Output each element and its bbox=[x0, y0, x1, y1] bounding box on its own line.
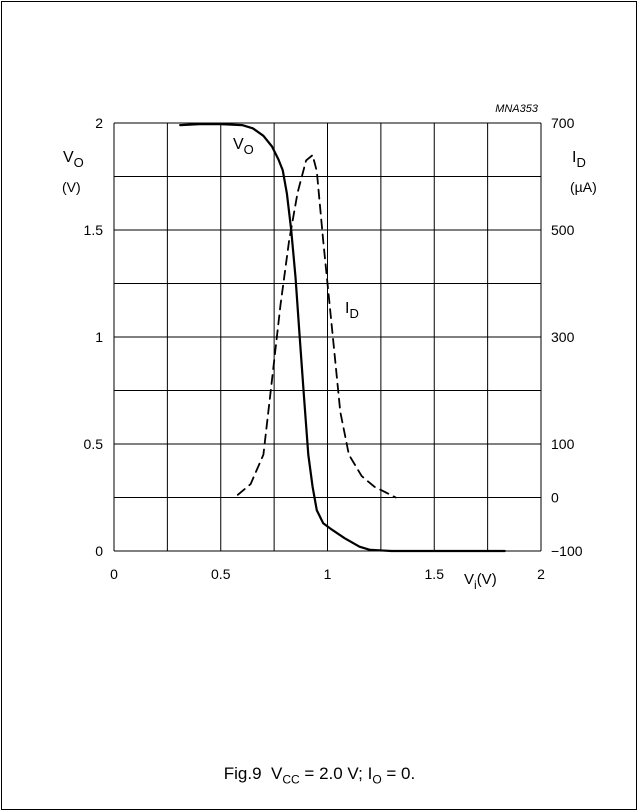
y-right-label-base: I bbox=[572, 149, 576, 166]
y-left-axis-unit: (V) bbox=[62, 179, 81, 195]
y-left-label-sub: O bbox=[74, 155, 84, 170]
y-left-label-base: V bbox=[63, 149, 74, 166]
series-label-vo: VO bbox=[233, 136, 254, 157]
y-left-axis-label: VO bbox=[63, 149, 84, 170]
y-right-tick-label: 700 bbox=[551, 115, 575, 131]
caption-io-rest: = 0. bbox=[381, 764, 416, 783]
x-label-sub: i bbox=[474, 578, 477, 592]
y-right-tick-label: −100 bbox=[551, 543, 583, 559]
x-tick-label: 0 bbox=[110, 566, 118, 582]
y-right-tick-label: 300 bbox=[551, 329, 575, 345]
y-right-axis-unit: (µA) bbox=[570, 179, 597, 195]
x-tick-label: 1 bbox=[324, 566, 332, 582]
caption-io-sub: O bbox=[372, 772, 382, 787]
series-layer bbox=[179, 122, 506, 553]
y-left-tick-label: 0 bbox=[95, 543, 103, 559]
caption-io-base: I bbox=[367, 764, 373, 783]
y-right-axis-label: ID bbox=[572, 149, 586, 170]
x-label-base: V bbox=[464, 571, 474, 588]
y-left-tick-label: 0.5 bbox=[84, 436, 104, 452]
x-tick-label: 0.5 bbox=[211, 566, 231, 582]
id-label-sub: D bbox=[349, 306, 358, 321]
y-right-tick-label: 500 bbox=[551, 222, 575, 238]
grid bbox=[113, 122, 542, 552]
caption-fig: Fig.9 bbox=[223, 764, 262, 783]
vo-label-base: V bbox=[233, 136, 244, 153]
series-label-id: ID bbox=[345, 300, 359, 321]
y-right-tick-label: 100 bbox=[551, 436, 575, 452]
y-left-tick-label: 1 bbox=[95, 329, 103, 345]
y-right-label-sub: D bbox=[576, 155, 585, 170]
caption-vcc-base: V bbox=[271, 764, 283, 783]
x-label-unit: (V) bbox=[477, 571, 497, 588]
y-left-tick-label: 2 bbox=[95, 115, 103, 131]
id-label-base: I bbox=[345, 300, 349, 317]
caption-vcc-sub: CC bbox=[282, 772, 300, 787]
tick-labels: 0 0.5 1 1.5 2 −100 0 100 300 500 700 0 0.5 1 1.5 2 bbox=[84, 115, 583, 582]
x-axis-label: Vi(V) bbox=[464, 571, 497, 592]
y-left-tick-label: 1.5 bbox=[84, 222, 104, 238]
caption-vcc-rest: = 2.0 V; bbox=[299, 764, 368, 783]
vo-label-sub: O bbox=[244, 142, 254, 157]
x-tick-label: 1.5 bbox=[425, 566, 445, 582]
series-vo-line bbox=[179, 122, 506, 553]
series-id-line bbox=[236, 154, 397, 499]
y-right-tick-label: 0 bbox=[551, 490, 559, 506]
figure-caption: Fig.9 VCC = 2.0 V; IO = 0. bbox=[0, 764, 639, 786]
x-tick-label: 2 bbox=[537, 566, 545, 582]
figure-code: MNA353 bbox=[495, 103, 539, 115]
